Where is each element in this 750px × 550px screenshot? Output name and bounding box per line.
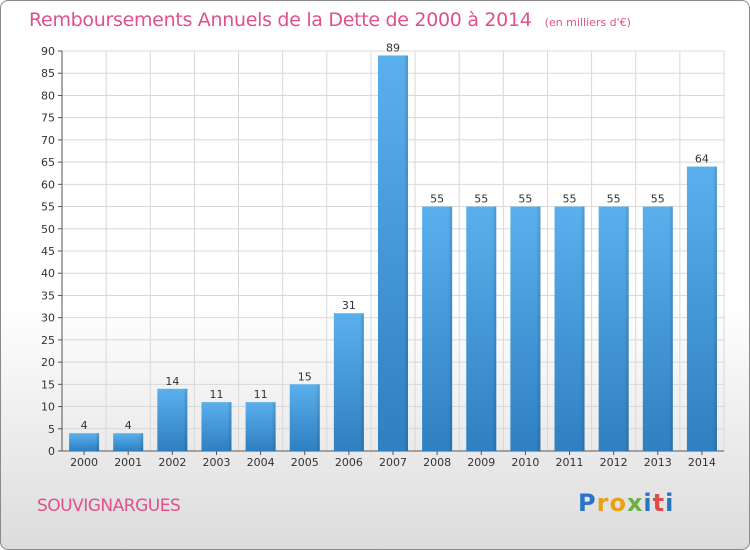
y-tick-label: 45 [41,245,55,258]
data-label: 31 [342,299,356,312]
bar-shade [624,206,629,451]
y-tick-label: 15 [41,378,55,391]
x-tick-label: 2012 [600,456,628,469]
bar-shade [492,206,497,451]
y-tick-label: 85 [41,67,55,80]
y-tick-label: 55 [41,201,55,214]
bar-shade [712,166,717,452]
y-tick-label: 70 [41,134,55,147]
x-tick-label: 2009 [467,456,495,469]
bar-shade [448,206,453,451]
data-label: 4 [81,419,88,432]
data-label: 55 [651,193,665,206]
bar-shade [315,384,320,451]
bar [113,433,144,451]
y-tick-label: 75 [41,112,55,125]
y-tick-label: 20 [41,356,55,369]
y-tick-label: 65 [41,156,55,169]
bar [510,206,541,451]
data-label: 11 [209,388,223,401]
data-label: 15 [298,370,312,383]
x-tick-label: 2007 [379,456,407,469]
y-tick-label: 50 [41,223,55,236]
y-tick-label: 30 [41,312,55,325]
logo-letter: t [652,489,666,517]
x-tick-label: 2002 [158,456,186,469]
bar [157,388,188,451]
logo-letter: P [578,489,597,517]
y-tick-label: 60 [41,178,55,191]
y-tick-label: 80 [41,89,55,102]
place-name: SOUVIGNARGUES [37,496,181,516]
data-label: 4 [125,419,132,432]
bar-shade [580,206,585,451]
bar-shade [668,206,673,451]
bar [333,313,364,451]
data-label: 55 [474,193,488,206]
x-tick-label: 2000 [70,456,98,469]
data-label: 64 [695,153,709,166]
y-tick-label: 0 [48,445,55,458]
bar [422,206,453,451]
x-tick-label: 2010 [511,456,539,469]
logo-letter: i [643,489,653,517]
proxiti-logo: Proxiti [578,489,674,517]
y-tick-label: 40 [41,267,55,280]
bar [598,206,629,451]
logo-letter: r [596,489,610,517]
logo-letter: i [665,489,675,517]
bar-shade [95,433,100,451]
bar [245,402,276,451]
bar-shade [404,55,409,451]
x-tick-label: 2001 [114,456,142,469]
x-tick-label: 2006 [335,456,363,469]
bar-shade [271,402,276,451]
x-tick-label: 2003 [202,456,230,469]
data-label: 55 [607,193,621,206]
bar [466,206,497,451]
bar [289,384,320,451]
chart-title: Remboursements Annuels de la Dette de 20… [29,9,532,31]
chart-subtitle: (en milliers d'€) [544,16,631,29]
y-tick-label: 35 [41,289,55,302]
bar [69,433,100,451]
data-label: 14 [165,375,179,388]
x-tick-label: 2011 [556,456,584,469]
bar-shade [227,402,232,451]
y-tick-label: 10 [41,401,55,414]
y-tick-label: 25 [41,334,55,347]
x-tick-label: 2004 [247,456,275,469]
logo-letter: o [609,489,627,517]
title-row: Remboursements Annuels de la Dette de 20… [29,9,631,31]
x-tick-label: 2014 [688,456,716,469]
x-tick-label: 2013 [644,456,672,469]
data-label: 55 [430,193,444,206]
data-label: 55 [518,193,532,206]
bar [642,206,673,451]
bar [686,166,717,452]
bar [377,55,409,451]
bar-shade [359,313,364,451]
x-tick-label: 2008 [423,456,451,469]
bar [554,206,585,451]
y-tick-label: 5 [48,423,55,436]
bar-shade [183,388,188,451]
bar-shade [139,433,144,451]
data-label: 55 [563,193,577,206]
y-tick-label: 90 [41,45,55,58]
data-label: 89 [386,41,400,54]
x-tick-label: 2005 [291,456,319,469]
logo-letter: x [626,489,644,517]
data-label: 11 [254,388,268,401]
bar-shade [536,206,541,451]
bar [201,402,232,451]
